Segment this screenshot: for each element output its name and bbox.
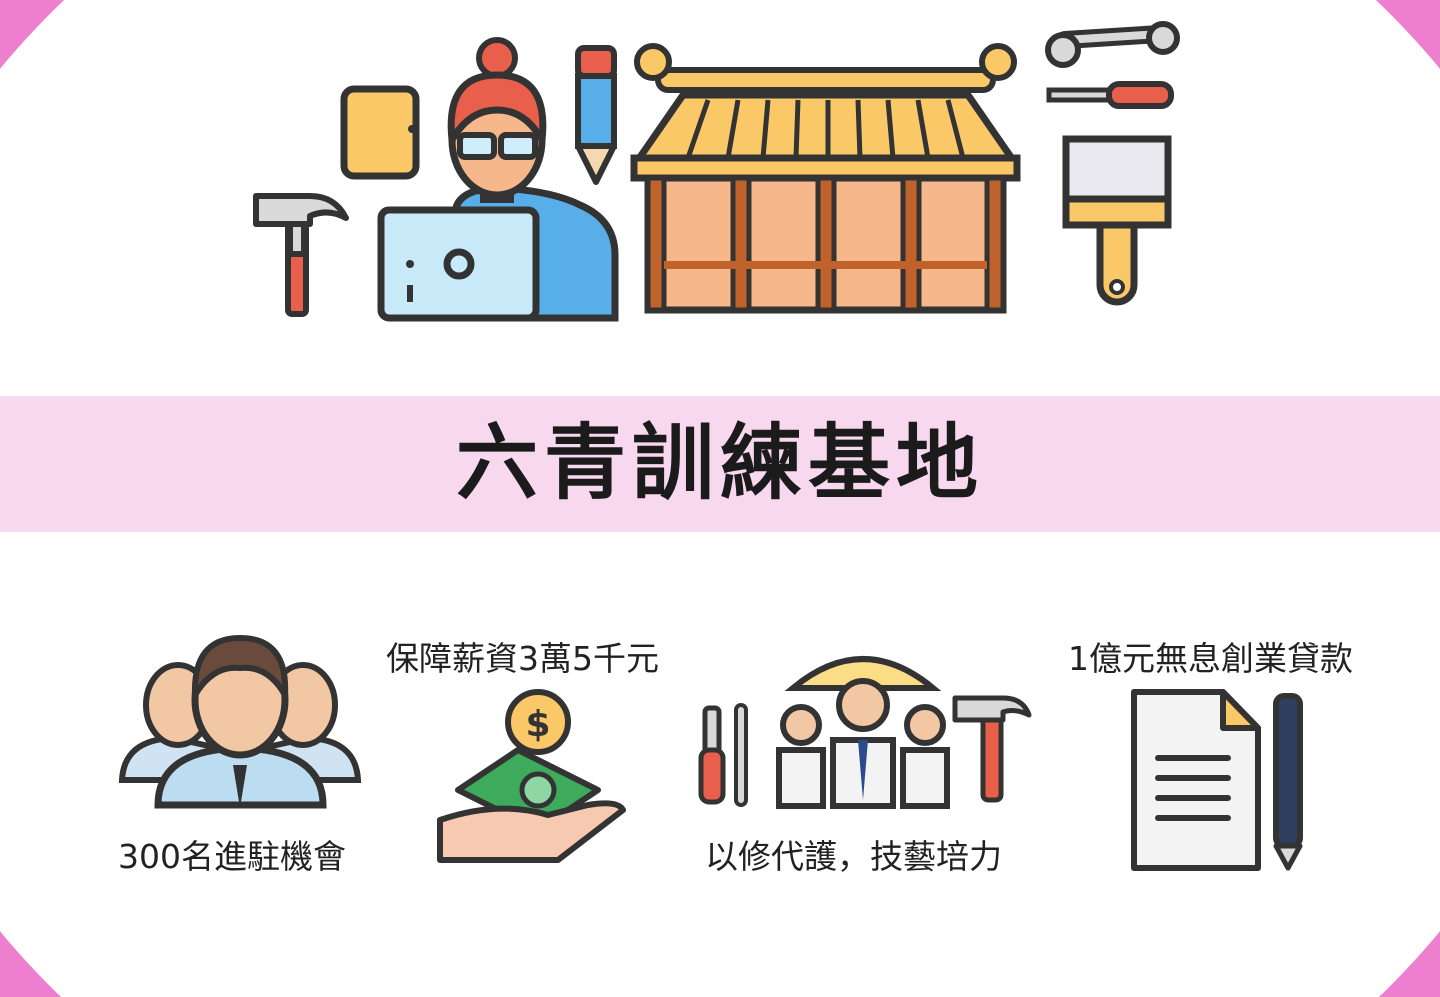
feature-caption: 以修代護，技藝培力 (705, 837, 1002, 876)
hammer-icon (253, 193, 349, 317)
document-pen-icon (1131, 689, 1303, 871)
feature-caption: 300名進駐機會 (118, 837, 346, 876)
woman-laptop-icon (377, 37, 619, 322)
wrench-icon (1045, 21, 1180, 68)
pencil-icon (575, 45, 617, 185)
money-hand-icon: $ (437, 689, 626, 863)
people-group-icon (118, 634, 362, 809)
notebook-icon (340, 85, 420, 180)
temple-building-icon (630, 43, 1021, 314)
feature-caption: 保障薪資3萬5千元 (386, 639, 659, 678)
workers-gear-tools-icon (698, 656, 1032, 809)
screwdriver-icon (1046, 81, 1174, 109)
page-title: 六青訓練基地 (455, 416, 984, 511)
title-band (0, 396, 1440, 532)
svg-text:$: $ (525, 704, 550, 745)
feature-caption: 1億元無息創業貸款 (1068, 639, 1353, 678)
paintbrush-icon (1062, 135, 1172, 306)
